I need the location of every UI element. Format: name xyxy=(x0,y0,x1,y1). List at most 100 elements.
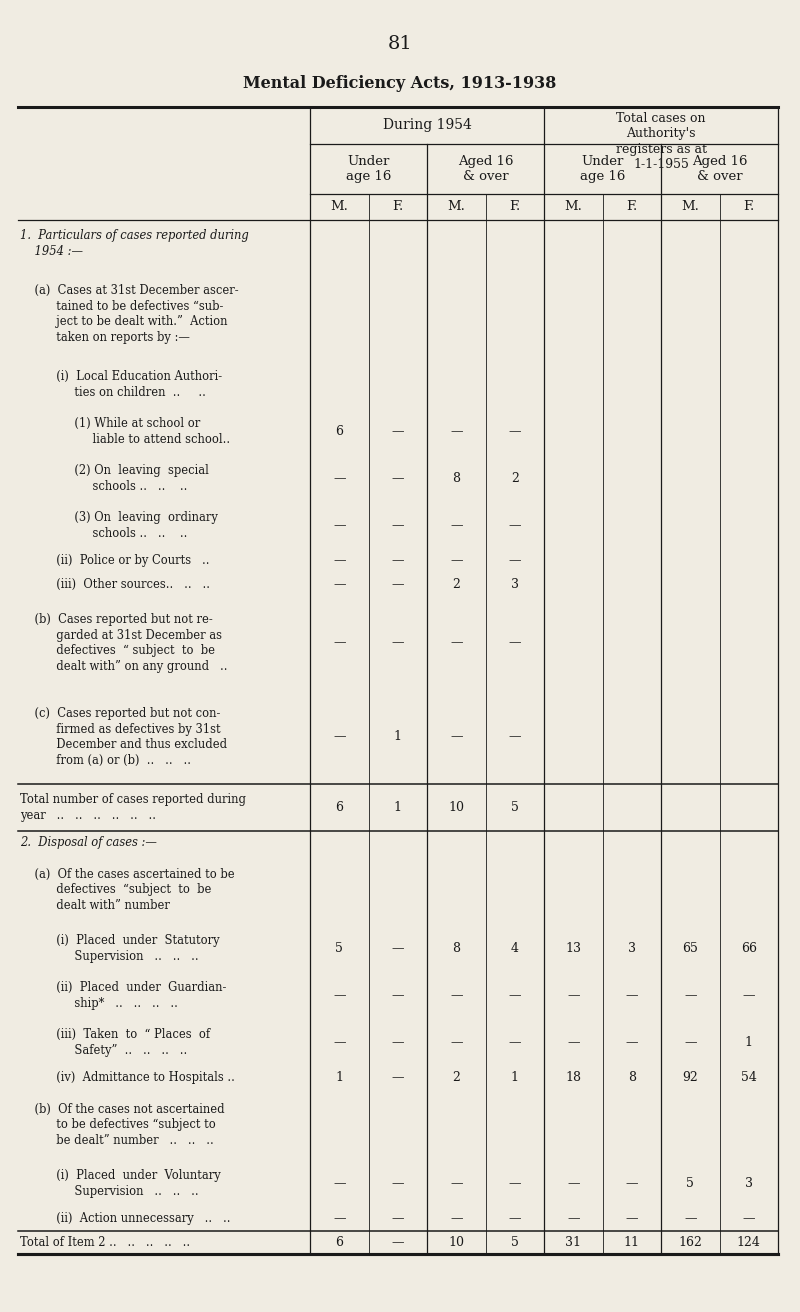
Text: Aged 16
& over: Aged 16 & over xyxy=(458,155,514,184)
Text: —: — xyxy=(333,1036,346,1050)
Text: 92: 92 xyxy=(682,1072,698,1084)
Text: Aged 16
& over: Aged 16 & over xyxy=(692,155,747,184)
Text: (a)  Of the cases ascertained to be
          defectives  “subject  to  be
     : (a) Of the cases ascertained to be defec… xyxy=(20,867,234,912)
Text: (c)  Cases reported but not con-
          firmed as defectives by 31st
        : (c) Cases reported but not con- firmed a… xyxy=(20,707,227,766)
Text: (iv)  Admittance to Hospitals ..: (iv) Admittance to Hospitals .. xyxy=(20,1072,235,1084)
Text: —: — xyxy=(509,554,521,567)
Text: Total cases on
Authority's
registers as at
1-1-1955: Total cases on Authority's registers as … xyxy=(615,112,706,172)
Text: —: — xyxy=(391,554,404,567)
Text: —: — xyxy=(391,942,404,955)
Text: —: — xyxy=(626,1036,638,1050)
Text: 2: 2 xyxy=(452,577,460,590)
Text: —: — xyxy=(742,1212,755,1225)
Text: 2.  Disposal of cases :—: 2. Disposal of cases :— xyxy=(20,836,157,849)
Text: —: — xyxy=(567,1212,579,1225)
Text: —: — xyxy=(450,520,462,531)
Text: —: — xyxy=(626,1212,638,1225)
Text: —: — xyxy=(509,425,521,438)
Text: —: — xyxy=(391,1177,404,1190)
Text: (iii)  Taken  to  “ Places  of
               Safety”  ..   ..   ..   ..: (iii) Taken to “ Places of Safety” .. ..… xyxy=(20,1029,210,1056)
Text: (i)  Local Education Authori-
               ties on children  ..     ..: (i) Local Education Authori- ties on chi… xyxy=(20,370,222,399)
Text: 81: 81 xyxy=(388,35,412,52)
Text: 31: 31 xyxy=(566,1236,582,1249)
Text: (ii)  Placed  under  Guardian-
               ship*   ..   ..   ..   ..: (ii) Placed under Guardian- ship* .. .. … xyxy=(20,981,226,1010)
Text: —: — xyxy=(333,636,346,649)
Text: —: — xyxy=(391,1072,404,1084)
Text: —: — xyxy=(450,1212,462,1225)
Text: 5: 5 xyxy=(511,1236,518,1249)
Text: —: — xyxy=(509,731,521,744)
Text: —: — xyxy=(450,636,462,649)
Text: 5: 5 xyxy=(511,802,518,813)
Text: 1: 1 xyxy=(394,802,402,813)
Text: —: — xyxy=(391,1236,404,1249)
Text: —: — xyxy=(391,577,404,590)
Text: 65: 65 xyxy=(682,942,698,955)
Text: (a)  Cases at 31st December ascer-
          tained to be defectives “sub-
     : (a) Cases at 31st December ascer- tained… xyxy=(20,285,238,344)
Text: During 1954: During 1954 xyxy=(382,118,471,133)
Text: —: — xyxy=(450,1177,462,1190)
Text: 2: 2 xyxy=(452,1072,460,1084)
Text: (3) On  leaving  ordinary
                    schools ..   ..    ..: (3) On leaving ordinary schools .. .. .. xyxy=(20,512,218,539)
Text: Total number of cases reported during
year   ..   ..   ..   ..   ..   ..: Total number of cases reported during ye… xyxy=(20,794,246,821)
Text: —: — xyxy=(450,1036,462,1050)
Text: —: — xyxy=(333,577,346,590)
Text: 1.  Particulars of cases reported during
    1954 :—: 1. Particulars of cases reported during … xyxy=(20,230,249,257)
Text: (iii)  Other sources..   ..   ..: (iii) Other sources.. .. .. xyxy=(20,577,210,590)
Text: Under
age 16: Under age 16 xyxy=(580,155,625,184)
Text: —: — xyxy=(509,1212,521,1225)
Text: —: — xyxy=(391,989,404,1002)
Text: —: — xyxy=(333,1212,346,1225)
Text: —: — xyxy=(450,554,462,567)
Text: F.: F. xyxy=(509,201,520,214)
Text: M.: M. xyxy=(330,201,348,214)
Text: —: — xyxy=(684,989,697,1002)
Text: —: — xyxy=(391,1036,404,1050)
Text: —: — xyxy=(567,1177,579,1190)
Text: —: — xyxy=(684,1036,697,1050)
Text: 10: 10 xyxy=(448,1236,464,1249)
Text: 18: 18 xyxy=(566,1072,582,1084)
Text: (ii)  Action unnecessary   ..   ..: (ii) Action unnecessary .. .. xyxy=(20,1212,230,1225)
Text: 8: 8 xyxy=(452,472,460,485)
Text: —: — xyxy=(333,554,346,567)
Text: (i)  Placed  under  Statutory
               Supervision   ..   ..   ..: (i) Placed under Statutory Supervision .… xyxy=(20,934,220,963)
Text: 3: 3 xyxy=(745,1177,753,1190)
Text: Total of Item 2 ..   ..   ..   ..   ..: Total of Item 2 .. .. .. .. .. xyxy=(20,1236,190,1249)
Text: —: — xyxy=(626,1177,638,1190)
Text: (2) On  leaving  special
                    schools ..   ..    ..: (2) On leaving special schools .. .. .. xyxy=(20,464,209,493)
Text: Mental Deficiency Acts, 1913-1938: Mental Deficiency Acts, 1913-1938 xyxy=(243,76,557,93)
Text: —: — xyxy=(509,1036,521,1050)
Text: —: — xyxy=(391,1212,404,1225)
Text: 3: 3 xyxy=(510,577,518,590)
Text: —: — xyxy=(509,636,521,649)
Text: —: — xyxy=(450,425,462,438)
Text: 6: 6 xyxy=(335,1236,343,1249)
Text: 1: 1 xyxy=(394,731,402,744)
Text: F.: F. xyxy=(626,201,638,214)
Text: F.: F. xyxy=(392,201,403,214)
Text: —: — xyxy=(333,520,346,531)
Text: 5: 5 xyxy=(335,942,343,955)
Text: Under
age 16: Under age 16 xyxy=(346,155,391,184)
Text: —: — xyxy=(333,1177,346,1190)
Text: —: — xyxy=(333,731,346,744)
Text: 4: 4 xyxy=(510,942,518,955)
Text: (b)  Of the cases not ascertained
          to be defectives “subject to
       : (b) Of the cases not ascertained to be d… xyxy=(20,1103,225,1147)
Text: —: — xyxy=(509,989,521,1002)
Text: (i)  Placed  under  Voluntary
               Supervision   ..   ..   ..: (i) Placed under Voluntary Supervision .… xyxy=(20,1169,221,1198)
Text: 2: 2 xyxy=(511,472,518,485)
Text: 1: 1 xyxy=(335,1072,343,1084)
Text: 13: 13 xyxy=(566,942,582,955)
Text: —: — xyxy=(567,989,579,1002)
Text: 8: 8 xyxy=(452,942,460,955)
Text: —: — xyxy=(450,731,462,744)
Text: 11: 11 xyxy=(624,1236,640,1249)
Text: —: — xyxy=(391,472,404,485)
Text: —: — xyxy=(567,1036,579,1050)
Text: 6: 6 xyxy=(335,802,343,813)
Text: —: — xyxy=(509,1177,521,1190)
Text: 5: 5 xyxy=(686,1177,694,1190)
Text: —: — xyxy=(742,989,755,1002)
Text: —: — xyxy=(684,1212,697,1225)
